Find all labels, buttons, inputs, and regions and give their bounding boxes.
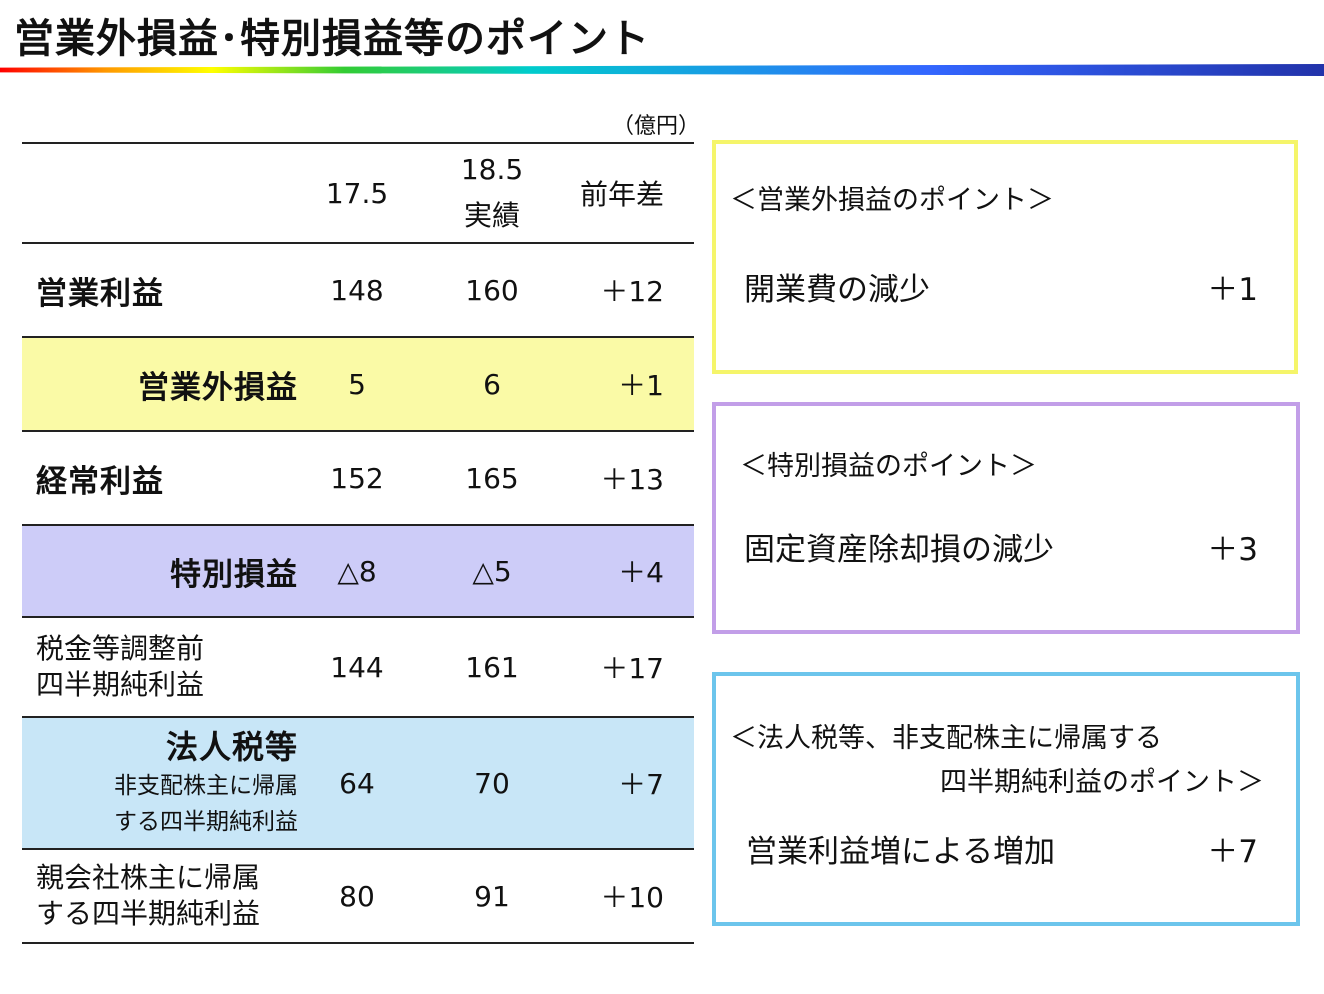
table-rule — [22, 942, 694, 944]
row-value-17-5: 64 — [339, 766, 375, 800]
row-value-17-5: 5 — [348, 367, 366, 401]
row-value-18-5: △5 — [472, 554, 512, 588]
box-heading: ＜営業外損益のポイント＞ — [730, 185, 1054, 216]
box-item: 固定資産除却損の減少 — [744, 532, 1054, 568]
row-value-17-5: 148 — [330, 273, 384, 307]
header-col2-line1: 18.5 — [460, 153, 524, 186]
row-value-diff: ＋1 — [618, 369, 664, 402]
row-label-line1: 親会社株主に帰属 — [36, 861, 261, 894]
table-rule — [22, 716, 694, 718]
row-label: 親会社株主に帰属 する四半期純利益 — [36, 850, 298, 942]
row-label: 税金等調整前 四半期純利益 — [36, 618, 298, 716]
row-value-diff: ＋7 — [618, 768, 664, 801]
row-label-line1: 法人税等 — [165, 728, 298, 766]
box-heading-line2: 四半期純利益のポイント＞ — [940, 767, 1264, 798]
row-value-18-5: 6 — [483, 367, 501, 401]
table-header-row: 17.5 18.5 実績 前年差 — [22, 144, 694, 242]
table-row: 親会社株主に帰属 する四半期純利益 80 91 ＋10 — [22, 850, 694, 942]
table-row: 経常利益 152 165 ＋13 — [22, 432, 694, 524]
row-value-18-5: 161 — [465, 650, 519, 684]
table-row-highlight: 営業外損益 5 6 ＋1 — [22, 338, 694, 430]
table-row-highlight: 法人税等 非支配株主に帰属 する四半期純利益 64 70 ＋7 — [22, 718, 694, 848]
box-heading-line1: ＜法人税等、非支配株主に帰属する — [730, 723, 1162, 754]
table-rule — [22, 242, 694, 244]
table-rule — [22, 430, 694, 432]
table-rule — [22, 848, 694, 850]
box-value: ＋3 — [1207, 532, 1258, 568]
row-value-18-5: 165 — [465, 461, 519, 495]
row-label: 法人税等 非支配株主に帰属 する四半期純利益 — [36, 718, 298, 848]
row-label-line3: する四半期純利益 — [114, 809, 298, 835]
row-value-diff: ＋4 — [618, 556, 664, 589]
row-label: 経常利益 — [36, 463, 164, 500]
row-value-17-5: 152 — [330, 461, 384, 495]
box-item: 開業費の減少 — [744, 272, 930, 308]
row-label-line2: 四半期純利益 — [36, 668, 205, 701]
header-col2-line2: 実績 — [463, 199, 520, 232]
row-label-line2: する四半期純利益 — [36, 897, 261, 930]
row-value-18-5: 91 — [474, 879, 510, 913]
table-rule — [22, 142, 694, 144]
table-rule — [22, 336, 694, 338]
header-col-18-5: 18.5 実績 — [442, 144, 542, 242]
header-col-17-5: 17.5 — [325, 176, 389, 210]
point-box-non-operating: ＜営業外損益のポイント＞ 開業費の減少 ＋1 — [712, 140, 1298, 374]
table-rule — [22, 524, 694, 526]
row-label-line2: 非支配株主に帰属 — [114, 773, 298, 799]
rainbow-divider — [0, 64, 1324, 76]
row-value-17-5: 144 — [330, 650, 384, 684]
table-row: 税金等調整前 四半期純利益 144 161 ＋17 — [22, 618, 694, 716]
row-value-diff: ＋10 — [600, 881, 664, 914]
row-label: 営業外損益 — [138, 369, 298, 406]
unit-label: （億円） — [612, 114, 701, 139]
box-value: ＋7 — [1207, 834, 1258, 870]
point-box-tax: ＜法人税等、非支配株主に帰属する 四半期純利益のポイント＞ 営業利益増による増加… — [712, 672, 1300, 926]
table-row: 営業利益 148 160 ＋12 — [22, 244, 694, 336]
point-box-extraordinary: ＜特別損益のポイント＞ 固定資産除却損の減少 ＋3 — [712, 402, 1300, 634]
table-row-highlight: 特別損益 △8 △5 ＋4 — [22, 526, 694, 616]
row-value-diff: ＋17 — [600, 652, 664, 685]
row-value-18-5: 70 — [474, 766, 510, 800]
row-label: 営業利益 — [36, 275, 164, 312]
row-value-18-5: 160 — [465, 273, 519, 307]
row-value-diff: ＋13 — [600, 463, 664, 496]
row-value-diff: ＋12 — [600, 275, 664, 308]
header-col-diff: 前年差 — [579, 178, 664, 211]
row-label-line1: 税金等調整前 — [36, 632, 205, 665]
table-rule — [22, 616, 694, 618]
box-value: ＋1 — [1207, 272, 1258, 308]
row-label: 特別損益 — [170, 556, 298, 593]
page-title: 営業外損益･特別損益等のポイント — [14, 16, 650, 62]
row-value-17-5: △8 — [337, 554, 377, 588]
row-value-17-5: 80 — [339, 879, 375, 913]
box-heading: ＜特別損益のポイント＞ — [740, 451, 1037, 482]
box-item: 営業利益増による増加 — [746, 834, 1056, 870]
